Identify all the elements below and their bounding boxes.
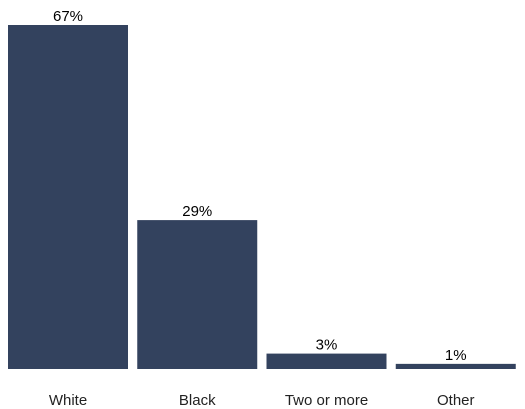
data-label-other: 1% xyxy=(445,347,467,364)
bar-two-or-more xyxy=(267,354,387,369)
x-axis-tick-group: White Black Two or more Other xyxy=(49,392,475,409)
bar-black xyxy=(137,220,257,369)
data-label-white: 67% xyxy=(53,8,83,25)
bar-other xyxy=(396,364,516,369)
x-tick-label-white: White xyxy=(49,392,87,409)
x-tick-label-other: Other xyxy=(437,392,475,409)
bars-group xyxy=(8,25,516,369)
x-tick-label-two-or-more: Two or more xyxy=(285,392,368,409)
x-tick-label-black: Black xyxy=(179,392,216,409)
data-label-black: 29% xyxy=(182,203,212,220)
bar-white xyxy=(8,25,128,369)
data-label-two-or-more: 3% xyxy=(316,337,338,354)
